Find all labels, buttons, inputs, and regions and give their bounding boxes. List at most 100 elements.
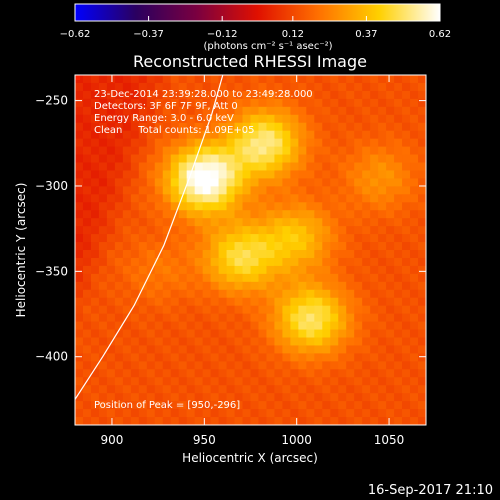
heatmap-cell xyxy=(210,178,220,187)
heatmap-cell xyxy=(82,417,92,425)
heatmap-cell xyxy=(266,417,276,425)
heatmap-cell xyxy=(162,114,172,124)
heatmap-cell xyxy=(242,329,252,339)
heatmap-cell xyxy=(146,329,156,339)
heatmap-cell xyxy=(90,242,100,251)
heatmap-cell xyxy=(154,385,164,394)
heatmap-cell xyxy=(146,82,156,92)
heatmap-cell xyxy=(90,265,100,275)
heatmap-cell xyxy=(250,146,260,156)
heatmap-cell xyxy=(186,98,196,108)
heatmap-cell xyxy=(394,234,403,243)
heatmap-cell xyxy=(154,337,164,347)
plot-area: 900 950 1000 1050−250−300−350−400 xyxy=(35,74,427,447)
heatmap-cell xyxy=(258,353,268,362)
heatmap-cell xyxy=(114,337,124,347)
heatmap-cell xyxy=(314,234,323,243)
heatmap-cell xyxy=(82,273,92,283)
heatmap-cell xyxy=(114,385,124,394)
heatmap-cell xyxy=(266,170,276,180)
heatmap-cell xyxy=(122,281,132,291)
heatmap-cell xyxy=(274,369,284,378)
heatmap-cell xyxy=(114,194,124,203)
heatmap-cell xyxy=(346,305,355,315)
heatmap-cell xyxy=(242,162,252,172)
heatmap-cell xyxy=(258,210,268,219)
heatmap-cell xyxy=(218,353,228,362)
heatmap-cell xyxy=(418,162,426,172)
heatmap-cell xyxy=(266,106,276,116)
heatmap-cell xyxy=(298,82,307,92)
heatmap-cell xyxy=(186,162,196,172)
heatmap-cell xyxy=(75,210,84,219)
heatmap-cell xyxy=(306,321,315,331)
heatmap-cell xyxy=(306,146,315,156)
heatmap-cell xyxy=(242,82,252,92)
heatmap-cell xyxy=(346,210,355,219)
heatmap-cell xyxy=(354,297,363,307)
heatmap-cell xyxy=(122,250,132,259)
heatmap-cell xyxy=(306,90,315,100)
heatmap-cell xyxy=(178,353,188,362)
heatmap-cell xyxy=(410,273,419,283)
heatmap-cell xyxy=(138,186,148,195)
heatmap-cell xyxy=(82,162,92,172)
heatmap-cell xyxy=(330,313,339,323)
heatmap-cell xyxy=(378,393,387,402)
heatmap-cell xyxy=(106,170,116,180)
heatmap-cell xyxy=(98,162,108,172)
heatmap-cell xyxy=(282,281,291,291)
heatmap-cell xyxy=(378,106,387,116)
heatmap-cell xyxy=(274,178,284,187)
heatmap-cell xyxy=(218,114,228,124)
heatmap-cell xyxy=(314,273,323,283)
colorbar-unit-label: (photons cm⁻² s⁻¹ asec⁻²) xyxy=(203,41,332,52)
heatmap-cell xyxy=(306,401,315,410)
heatmap-cell xyxy=(82,186,92,195)
heatmap-cell xyxy=(418,122,426,132)
heatmap-cell xyxy=(274,218,284,227)
heatmap-cell xyxy=(234,106,244,116)
heatmap-cell xyxy=(362,289,371,299)
heatmap-cell xyxy=(234,385,244,394)
heatmap-cell xyxy=(370,130,379,140)
heatmap-cell xyxy=(154,138,164,148)
heatmap-cell xyxy=(346,162,355,172)
heatmap-cell xyxy=(210,210,220,219)
heatmap-cell xyxy=(138,122,148,132)
heatmap-cell xyxy=(242,234,252,243)
heatmap-cell xyxy=(210,75,220,84)
heatmap-cell xyxy=(154,106,164,116)
heatmap-cell xyxy=(226,218,236,227)
heatmap-cell xyxy=(242,178,252,187)
heatmap-cell xyxy=(98,82,108,92)
heatmap-cell xyxy=(146,75,156,84)
heatmap-cell xyxy=(242,226,252,235)
heatmap-cell xyxy=(122,234,132,243)
heatmap-cell xyxy=(210,265,220,275)
heatmap-cell xyxy=(290,186,299,195)
heatmap-cell xyxy=(170,250,180,259)
heatmap-cell xyxy=(90,417,100,425)
heatmap-cell xyxy=(394,329,403,339)
heatmap-cell xyxy=(314,154,323,164)
colorbar-tick-label: −0.62 xyxy=(60,29,91,40)
heatmap-cell xyxy=(242,122,252,132)
heatmap-cell xyxy=(410,385,419,394)
heatmap-cell xyxy=(258,186,268,195)
heatmap-cell xyxy=(202,313,212,323)
heatmap-cell xyxy=(386,162,395,172)
heatmap-cell xyxy=(242,242,252,251)
heatmap-cell xyxy=(114,154,124,164)
heatmap-cell xyxy=(290,210,299,219)
heatmap-cell xyxy=(130,234,140,243)
heatmap-cell xyxy=(210,82,220,92)
heatmap-cell xyxy=(106,265,116,275)
heatmap-cell xyxy=(330,337,339,347)
heatmap-cell xyxy=(370,98,379,108)
heatmap-cell xyxy=(418,297,426,307)
heatmap-cell xyxy=(370,114,379,124)
heatmap-cell xyxy=(162,210,172,219)
heatmap-cell xyxy=(90,114,100,124)
heatmap-cell xyxy=(378,202,387,211)
